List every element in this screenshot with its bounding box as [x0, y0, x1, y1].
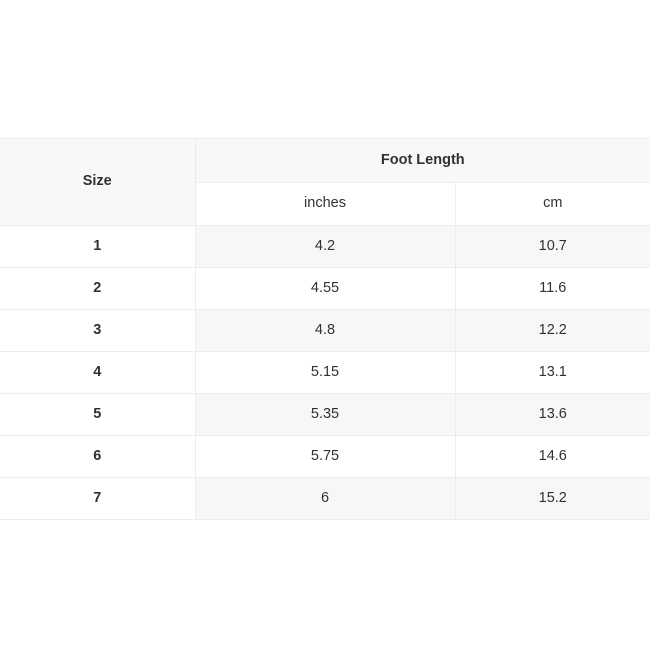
cell-cm: 15.2 — [454, 477, 650, 520]
cell-inches: 5.15 — [194, 351, 456, 394]
cell-size: 5 — [0, 393, 196, 436]
cell-size: 3 — [0, 309, 196, 352]
header-row-units: inches cm — [0, 182, 650, 226]
cell-size: 2 — [0, 267, 196, 310]
size-chart-table: Size Foot Length inches cm 1 4.2 10.7 2 … — [0, 138, 650, 520]
table-row: 7 6 15.2 — [0, 477, 650, 520]
table-row: 1 4.2 10.7 — [0, 225, 650, 268]
cell-cm: 12.2 — [454, 309, 650, 352]
cell-inches: 4.55 — [194, 267, 456, 310]
cell-size: 1 — [0, 225, 196, 268]
cell-inches: 4.8 — [194, 309, 456, 352]
cell-size: 4 — [0, 351, 196, 394]
column-header-cm: cm — [454, 182, 650, 226]
cell-size: 6 — [0, 435, 196, 478]
cell-cm: 10.7 — [454, 225, 650, 268]
table-body: 1 4.2 10.7 2 4.55 11.6 3 4.8 12.2 4 5.15 — [0, 225, 650, 520]
table-row: 2 4.55 11.6 — [0, 267, 650, 310]
table-row: 6 5.75 14.6 — [0, 435, 650, 478]
cell-inches: 5.35 — [194, 393, 456, 436]
cell-inches: 6 — [194, 477, 456, 520]
cell-cm: 13.1 — [454, 351, 650, 394]
cell-size: 7 — [0, 477, 196, 520]
column-header-size: Size — [0, 138, 196, 226]
header-row-group: Size Foot Length — [0, 138, 650, 226]
cell-inches: 5.75 — [194, 435, 456, 478]
table-header: Size Foot Length inches cm — [0, 138, 650, 226]
column-group-header-foot-length: Foot Length — [194, 138, 650, 183]
cell-cm: 11.6 — [454, 267, 650, 310]
column-header-inches: inches — [195, 182, 456, 226]
cell-cm: 14.6 — [454, 435, 650, 478]
table-row: 5 5.35 13.6 — [0, 393, 650, 436]
cell-cm: 13.6 — [454, 393, 650, 436]
cell-inches: 4.2 — [194, 225, 456, 268]
table-row: 3 4.8 12.2 — [0, 309, 650, 352]
size-chart-table-container: Size Foot Length inches cm 1 4.2 10.7 2 … — [0, 138, 650, 520]
table-row: 4 5.15 13.1 — [0, 351, 650, 394]
